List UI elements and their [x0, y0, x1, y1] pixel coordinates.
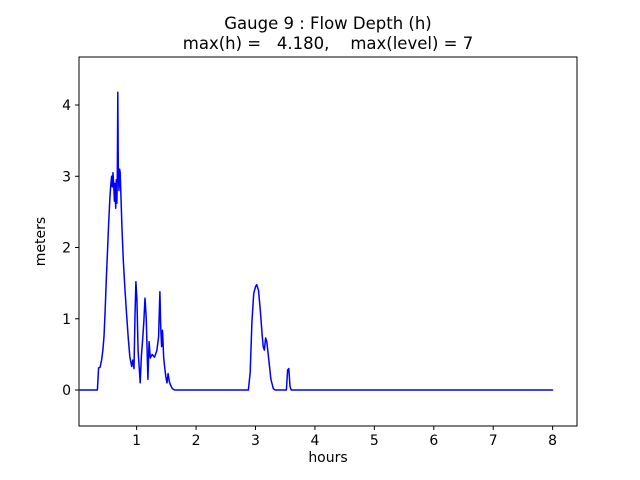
x-tick-label: 2: [192, 433, 201, 449]
x-tick-label: 5: [370, 433, 379, 449]
y-tick-label: 4: [62, 98, 71, 114]
x-tick-label: 3: [251, 433, 260, 449]
y-tick-label: 3: [62, 169, 71, 185]
flow-depth-line: [79, 91, 554, 391]
y-tick-label: 1: [62, 312, 71, 328]
x-axis-label: hours: [308, 450, 348, 466]
y-tick-label: 2: [62, 241, 71, 257]
y-tick-label: 0: [62, 383, 71, 399]
axes-frame: [78, 56, 578, 427]
chart-subtitle: max(h) = 4.180, max(level) = 7: [182, 34, 474, 53]
x-tick-label: 4: [310, 433, 319, 449]
chart-title: Gauge 9 : Flow Depth (h): [224, 14, 432, 33]
x-tick-label: 1: [132, 433, 141, 449]
x-tick-label: 6: [429, 433, 438, 449]
x-tick-label: 8: [548, 433, 557, 449]
x-tick-label: 7: [489, 433, 498, 449]
